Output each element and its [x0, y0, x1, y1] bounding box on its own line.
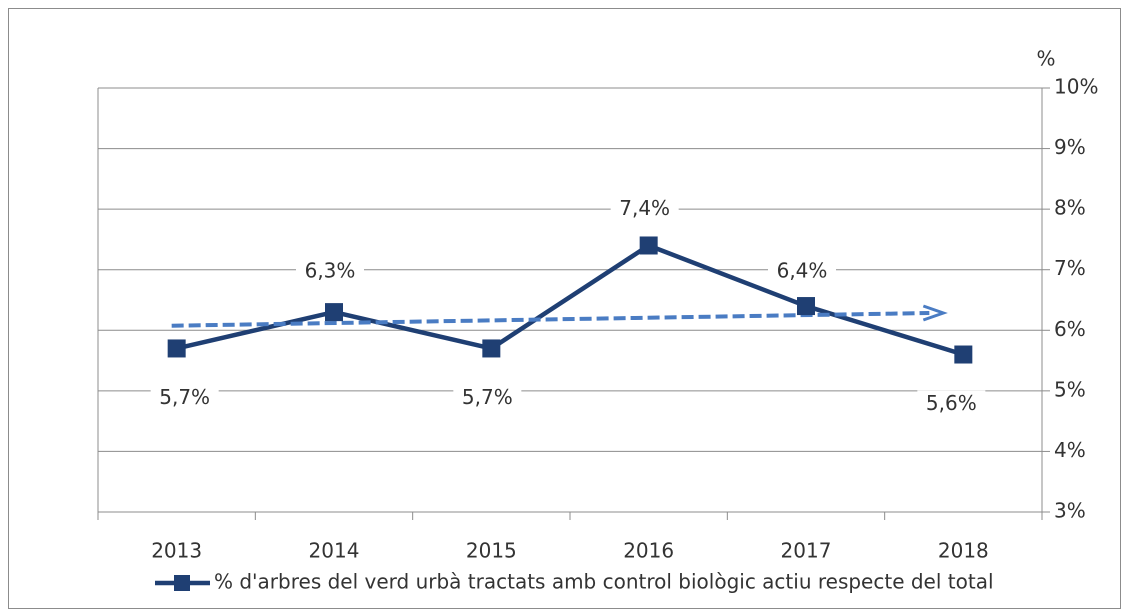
- y-tick-label: 6%: [1054, 317, 1086, 341]
- data-label-bg: [768, 258, 836, 287]
- data-marker: [167, 339, 186, 358]
- y-tick-label: 9%: [1054, 135, 1086, 159]
- x-tick-label: 2013: [151, 539, 202, 563]
- data-label-bg: [296, 258, 364, 287]
- data-label-bg: [610, 195, 679, 224]
- data-label: 6,3%: [305, 259, 356, 283]
- y-tick-label: 10%: [1054, 75, 1098, 99]
- data-label: 6,4%: [777, 259, 828, 283]
- trendline-arrow: [922, 304, 948, 322]
- data-label-bg: [917, 390, 986, 419]
- data-marker: [639, 236, 658, 255]
- data-marker: [797, 297, 815, 316]
- chart-frame: [8, 8, 1121, 609]
- data-label-bg: [150, 384, 219, 413]
- y-tick-label: 7%: [1054, 256, 1086, 280]
- data-label: 5,7%: [462, 385, 513, 409]
- data-label: 7,4%: [619, 196, 670, 220]
- y-tick-label: 4%: [1054, 438, 1086, 462]
- trendline: [171, 311, 930, 328]
- legend-label: % d'arbres del verd urbà tractats amb co…: [214, 570, 994, 594]
- data-label-bg: [453, 384, 522, 413]
- x-tick-label: 2014: [309, 539, 360, 563]
- x-tick-label: 2018: [938, 539, 989, 563]
- data-marker: [482, 339, 501, 358]
- x-tick-label: 2016: [623, 539, 674, 563]
- data-marker: [954, 345, 973, 364]
- data-label: 5,7%: [159, 385, 210, 409]
- y-tick-label: 5%: [1054, 377, 1086, 401]
- data-label: 5,6%: [926, 391, 977, 415]
- x-tick-label: 2017: [781, 539, 832, 563]
- y-tick-label: 3%: [1054, 499, 1086, 523]
- data-line: [176, 243, 964, 357]
- data-marker: [325, 303, 343, 322]
- legend-marker: [174, 575, 190, 591]
- x-tick-label: 2015: [466, 539, 517, 563]
- y-unit-label: %: [1036, 47, 1055, 71]
- y-tick-label: 8%: [1054, 196, 1086, 220]
